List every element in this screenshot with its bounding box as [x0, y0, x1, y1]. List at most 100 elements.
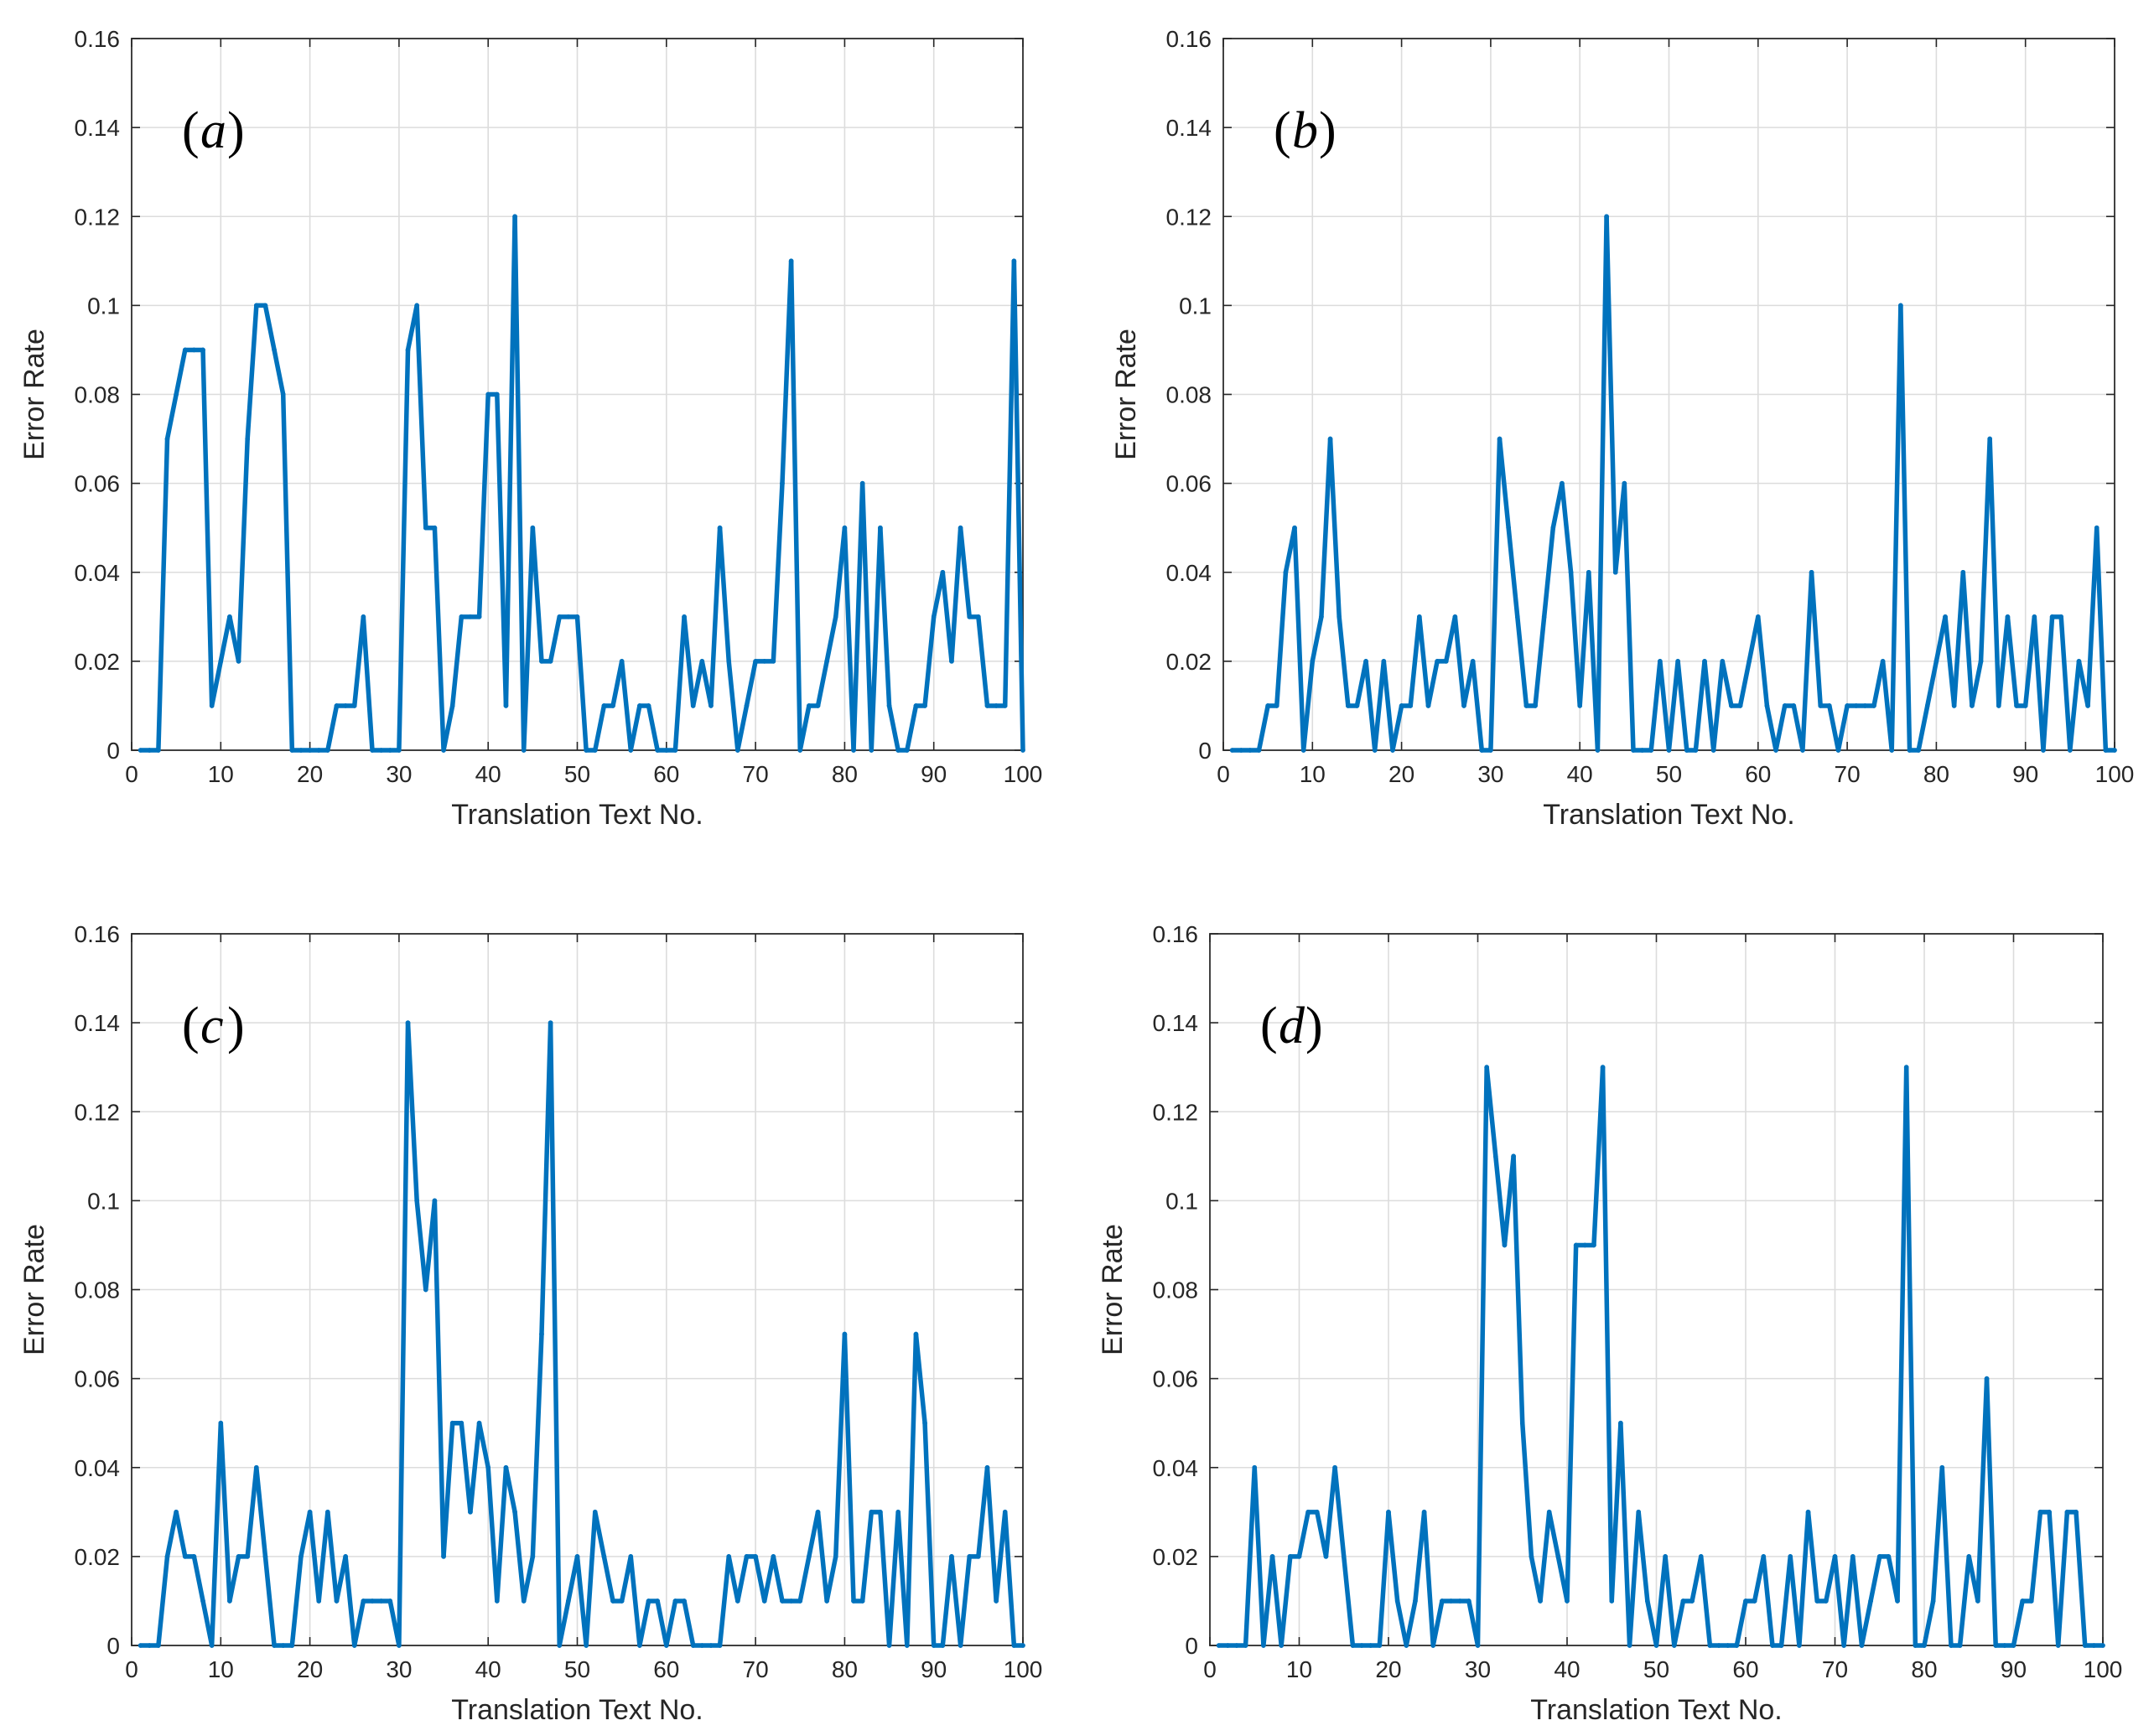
- data-point: [931, 614, 937, 619]
- line-segment: [1342, 1554, 1356, 1648]
- data-point: [209, 1643, 215, 1648]
- data-point: [1663, 1554, 1668, 1559]
- x-tick-label: 70: [743, 1656, 769, 1682]
- line-segment: [397, 347, 411, 753]
- line-segment: [1506, 525, 1520, 619]
- data-point: [619, 659, 625, 664]
- line-segment: [548, 614, 562, 664]
- line-segment: [1600, 1065, 1614, 1604]
- panel-label-close-paren: ): [1305, 998, 1323, 1055]
- line-segment: [397, 1020, 411, 1648]
- x-tick-label: 20: [297, 761, 323, 787]
- data-point: [824, 659, 829, 664]
- data-point: [1265, 703, 1270, 708]
- line-segment: [530, 525, 544, 664]
- data-point: [1653, 1643, 1659, 1648]
- line-segment: [744, 659, 758, 708]
- data-point: [1346, 703, 1351, 708]
- data-point: [191, 347, 197, 353]
- line-segment: [1663, 1554, 1677, 1648]
- line-segment: [1002, 258, 1017, 708]
- line-segment: [1778, 1554, 1793, 1648]
- data-point: [441, 1554, 446, 1559]
- data-point: [1949, 1643, 1954, 1648]
- line-segment: [174, 1510, 188, 1559]
- line-segment: [1788, 1554, 1802, 1648]
- x-tick-label: 50: [1656, 761, 1682, 787]
- data-point: [138, 1643, 143, 1648]
- line-segment: [156, 436, 170, 753]
- x-axis-label: Translation Text No.: [1530, 1694, 1782, 1726]
- data-point: [1511, 1153, 1516, 1159]
- data-point: [298, 748, 304, 753]
- data-point: [976, 614, 981, 619]
- line-segment: [2058, 614, 2073, 753]
- line-segment: [1372, 659, 1387, 753]
- line-segment: [441, 703, 455, 753]
- line-segment: [352, 1599, 366, 1648]
- x-tick-label: 30: [1465, 1656, 1491, 1682]
- data-point: [753, 659, 758, 664]
- data-point: [984, 1464, 990, 1470]
- data-point: [1689, 1599, 1695, 1604]
- data-point: [1770, 1643, 1775, 1648]
- panel-b: 0 10 20 30 40 50 60 70 80 90 100 0 0.02 0.04 0.06 0.08 0…: [1110, 26, 2134, 831]
- y-axis-label: Error Rate: [1110, 329, 1142, 460]
- data-point: [423, 525, 428, 531]
- x-tick-label: 40: [1554, 1656, 1580, 1682]
- line-segment: [262, 303, 277, 353]
- data-point: [1470, 659, 1476, 664]
- line-segment: [833, 1331, 848, 1559]
- data-point: [1889, 748, 1895, 753]
- x-tick-label: 100: [1004, 1656, 1043, 1682]
- data-point: [1734, 1643, 1740, 1648]
- line-segment: [574, 1554, 589, 1648]
- data-point: [1305, 1510, 1311, 1515]
- line-segment: [280, 391, 295, 753]
- data-point: [788, 1599, 794, 1604]
- line-segment: [1256, 703, 1270, 753]
- line-segment: [441, 1420, 455, 1559]
- data-point: [1966, 1554, 1972, 1559]
- data-point: [2002, 1643, 2007, 1648]
- data-point: [1720, 659, 1726, 664]
- line-segment: [815, 659, 829, 708]
- data-point: [682, 614, 687, 619]
- data-point: [833, 1554, 838, 1559]
- data-point: [905, 1643, 910, 1648]
- data-point: [566, 1599, 571, 1604]
- data-point: [1913, 1643, 1918, 1648]
- panel-a: 0 10 20 30 40 50 60 70 80 90 100 0 0.02 0.04 0.06 0.08 0…: [18, 26, 1042, 831]
- line-segment: [1470, 659, 1485, 753]
- x-tick-label: 40: [475, 1656, 501, 1682]
- data-point: [1737, 703, 1743, 708]
- y-tick-label: 0.04: [75, 560, 121, 586]
- y-tick-label: 0.06: [75, 1366, 121, 1392]
- data-point: [717, 525, 723, 531]
- data-point: [1457, 1599, 1462, 1604]
- line-segment: [1895, 1065, 1909, 1604]
- line-segment: [735, 1554, 750, 1604]
- data-point: [1978, 659, 1984, 664]
- y-tick-label: 0.16: [1153, 921, 1199, 947]
- data-point: [1541, 614, 1547, 619]
- line-segment: [1809, 570, 1823, 708]
- data-point: [2085, 703, 2090, 708]
- data-point: [682, 1599, 687, 1604]
- data-point: [307, 748, 313, 753]
- data-point: [1639, 748, 1645, 753]
- data-point: [1493, 1153, 1498, 1159]
- data-point: [1818, 703, 1824, 708]
- data-point: [637, 703, 642, 708]
- line-segment: [824, 1554, 838, 1604]
- line-segment: [1889, 303, 1903, 753]
- data-point: [1519, 1420, 1525, 1426]
- x-axis-label: Translation Text No.: [451, 799, 703, 831]
- data-point: [913, 703, 919, 708]
- data-point: [851, 748, 856, 753]
- data-point: [1538, 1599, 1543, 1604]
- line-segment: [1618, 1420, 1632, 1648]
- panel-label-open-paren: (: [1274, 102, 1291, 159]
- data-point: [1845, 703, 1850, 708]
